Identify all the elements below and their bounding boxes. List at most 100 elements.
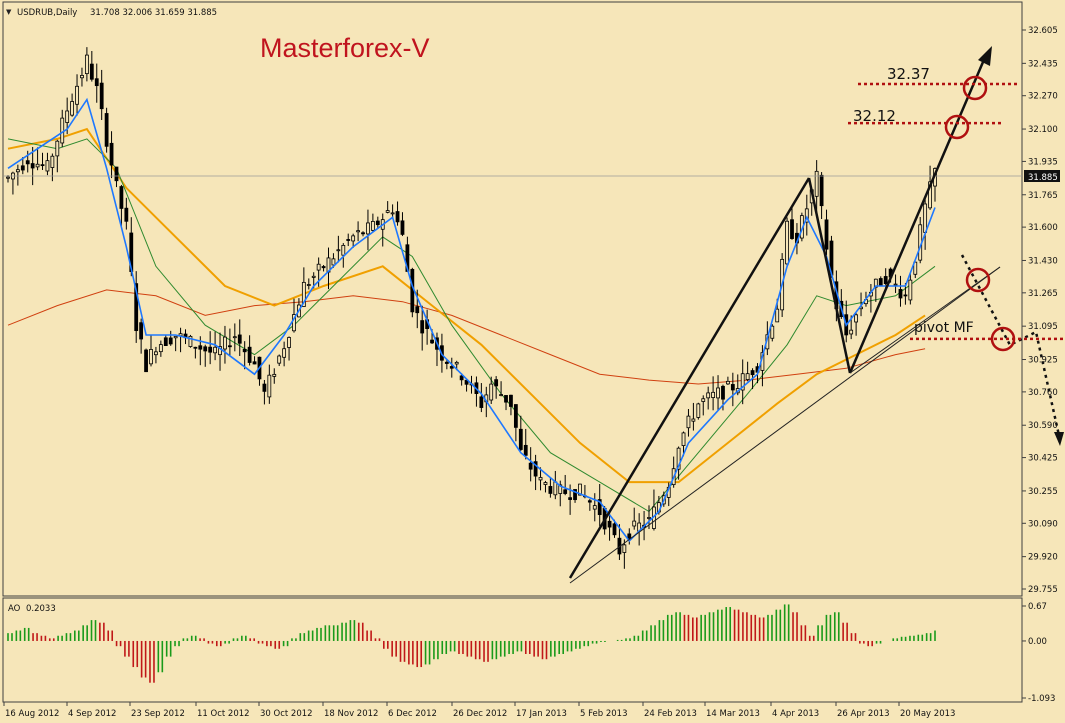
candle-body [94,78,99,87]
time-tick-label: 5 Feb 2013 [580,709,628,719]
brand-title: Masterforex-V [260,33,430,63]
candle-body [878,278,883,287]
candle-body [282,348,287,358]
candle-body [267,374,272,398]
candle-body [134,283,139,332]
trend-line-down-1 [807,177,852,374]
level-label-pivot: pivot MF [914,320,974,336]
time-tick-label: 26 Apr 2013 [837,709,890,719]
target-circle-4 [990,326,1016,352]
candle-body [632,520,637,527]
candle-body [415,306,420,314]
candle-body [824,219,829,250]
trend-annotations [568,46,1064,584]
candle-body [75,85,79,105]
candle-body [804,208,809,223]
candle-body [459,375,464,381]
candle-body [124,207,129,222]
candle-body [237,334,242,344]
candle-body [15,169,20,173]
price-tick-label: 30.090 [1028,519,1058,529]
candle-body [568,497,573,500]
candle-body [558,484,563,494]
price-tick-label: 32.435 [1028,59,1058,69]
candle-body [849,329,854,335]
price-axis: 32.605 32.435 32.270 32.100 31.935 31.765 31.6… [1022,26,1058,595]
candle-body [573,489,577,501]
time-tick-label: 30 Oct 2012 [260,709,313,719]
candle-body [454,361,459,365]
ma-slow-line [7,127,926,484]
price-tick-label: 29.755 [1028,585,1058,595]
ma-fast-line [7,97,936,543]
candle-body [893,283,898,286]
candle-body [538,477,543,481]
candle-body [518,428,523,450]
current-price-label: 31.885 [1028,173,1058,183]
candle-body [587,500,592,503]
candle-body [706,392,711,399]
candle-body [50,155,55,168]
candle-body [366,222,370,235]
candle-body [883,276,888,285]
candle-body [104,113,109,147]
candle-body [370,221,375,231]
candle-body [331,258,336,266]
trend-arrow-head [978,46,992,66]
candle-body [696,403,701,418]
candle-body [80,75,84,79]
candle-body [84,54,89,75]
price-levels [848,82,1064,341]
time-tick-label: 4 Apr 2013 [772,709,819,719]
price-tick-label: 30.925 [1028,356,1058,366]
candle-body [819,174,824,207]
level-label-2: 32.12 [853,107,896,125]
candle-body [252,361,257,365]
candle-body [351,235,356,242]
candle-body [158,344,163,353]
price-tick-label: 31.265 [1028,289,1058,299]
collapse-icon[interactable]: ▼ [6,8,12,16]
ao-value: 0.2033 [26,604,56,614]
candle-body [55,140,60,157]
candle-body [163,337,168,347]
price-tick-label: 31.430 [1028,256,1058,266]
candle-body [390,212,395,215]
candle-body [597,499,602,516]
candle-body [311,275,316,278]
candle-body [563,489,568,494]
candle-body [232,336,237,339]
candle-body [686,415,691,429]
time-tick-label: 24 Feb 2013 [644,709,697,719]
candle-body [341,244,346,256]
price-tick-label: 31.935 [1028,157,1058,167]
candle-body [144,349,148,373]
target-circle-3 [965,267,991,293]
candle-body [198,345,203,350]
candle-body [711,391,716,398]
price-tick-label: 32.100 [1028,125,1058,135]
candle-body [928,181,932,209]
forecast-dotted-path [960,254,1062,441]
ma-medium-line [7,138,936,513]
time-tick-label: 14 Mar 2013 [706,709,760,719]
time-tick-label: 20 May 2013 [900,709,955,719]
candle-body [898,289,903,299]
ma-medium-path [7,138,936,513]
candle-body [213,346,217,354]
candle-body [400,220,405,235]
support-line [569,266,1001,584]
price-tick-label: 32.605 [1028,26,1058,36]
candle-body [188,335,193,347]
time-tick-label: 17 Jan 2013 [516,709,567,719]
candle-body [361,232,365,235]
candle-body [814,170,819,197]
candle-body [790,219,794,239]
candle-body [444,361,449,364]
candle-body [607,520,612,528]
ao-axis: 0.67 0.00 -1.093 [1022,602,1055,704]
candle-body [730,384,735,391]
candle-body [25,160,30,165]
candle-body [99,82,104,110]
